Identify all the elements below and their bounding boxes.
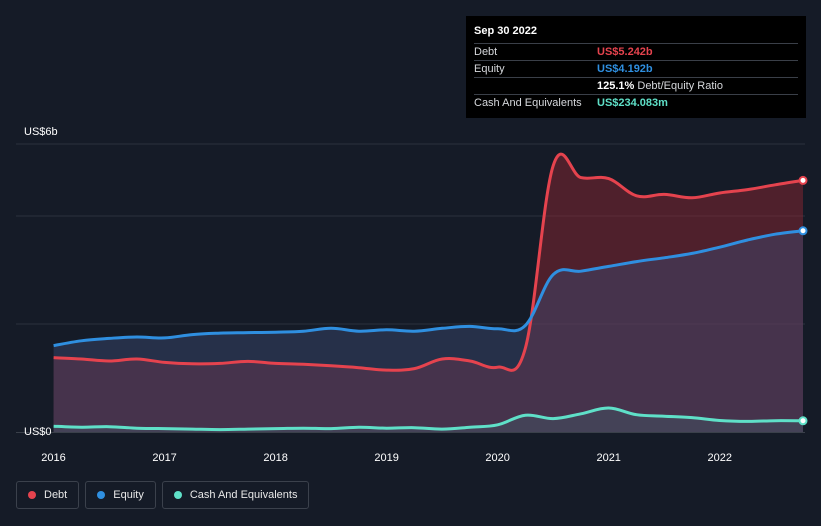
- equity-dot-icon: [97, 491, 106, 499]
- equity-endpoint: [798, 226, 808, 236]
- series-endpoints: [798, 175, 808, 426]
- y-axis-top-label: US$6b: [24, 126, 58, 138]
- legend-equity-label: Equity: [113, 489, 144, 501]
- cash-and-equivalents-endpoint: [798, 416, 808, 426]
- tooltip-row-ratio: 125.1% Debt/Equity Ratio: [474, 77, 798, 94]
- legend-item-debt[interactable]: Debt: [16, 481, 80, 509]
- x-tick-2016: 2016: [41, 452, 65, 464]
- x-tick-2020: 2020: [485, 452, 509, 464]
- debt-endpoint: [798, 175, 808, 185]
- tooltip-row-cash: Cash And Equivalents US$234.083m: [474, 94, 798, 111]
- x-tick-2021: 2021: [596, 452, 620, 464]
- tooltip-ratio-wrap: 125.1% Debt/Equity Ratio: [597, 78, 723, 94]
- tooltip-row-equity: Equity US$4.192b: [474, 60, 798, 77]
- cash-dot-icon: [173, 491, 182, 499]
- legend-item-cash[interactable]: Cash And Equivalents: [161, 481, 310, 509]
- tooltip-ratio-label: [474, 78, 597, 94]
- grid-lines: [16, 143, 805, 433]
- chart-legend: Debt Equity Cash And Equivalents: [16, 481, 310, 509]
- tooltip-cash-value: US$234.083m: [597, 97, 668, 109]
- x-tick-2022: 2022: [707, 452, 731, 464]
- x-tick-2017: 2017: [152, 452, 176, 464]
- x-tick-2019: 2019: [374, 452, 398, 464]
- tooltip-ratio-value: 125.1%: [597, 80, 635, 92]
- legend-cash-label: Cash And Equivalents: [189, 489, 298, 501]
- tooltip-ratio-suffix: Debt/Equity Ratio: [637, 80, 723, 92]
- tooltip-debt-value: US$5.242b: [597, 46, 653, 58]
- equity-line: [53, 229, 804, 348]
- tooltip-row-debt: Debt US$5.242b: [474, 43, 798, 60]
- tooltip-equity-value: US$4.192b: [597, 63, 653, 75]
- x-axis: 2016 2017 2018 2019 2020 2021 2022: [41, 452, 732, 464]
- data-tooltip: Sep 30 2022 Debt US$5.242b Equity US$4.1…: [466, 16, 806, 118]
- cash-and-equivalents-area: [53, 407, 804, 432]
- tooltip-debt-label: Debt: [474, 46, 498, 58]
- x-tick-2018: 2018: [263, 452, 287, 464]
- y-axis-bottom-label: US$0: [24, 426, 52, 438]
- legend-debt-label: Debt: [44, 489, 68, 501]
- debt-dot-icon: [28, 491, 36, 499]
- series-lines: [53, 152, 804, 432]
- tooltip-date: Sep 30 2022: [474, 25, 537, 37]
- cash-and-equivalents-line: [53, 406, 804, 432]
- debt-line: [53, 152, 804, 372]
- tooltip-cash-label: Cash And Equivalents: [474, 97, 582, 109]
- series-areas: [53, 154, 804, 432]
- tooltip-equity-label: Equity: [474, 63, 505, 75]
- legend-item-equity[interactable]: Equity: [85, 481, 156, 509]
